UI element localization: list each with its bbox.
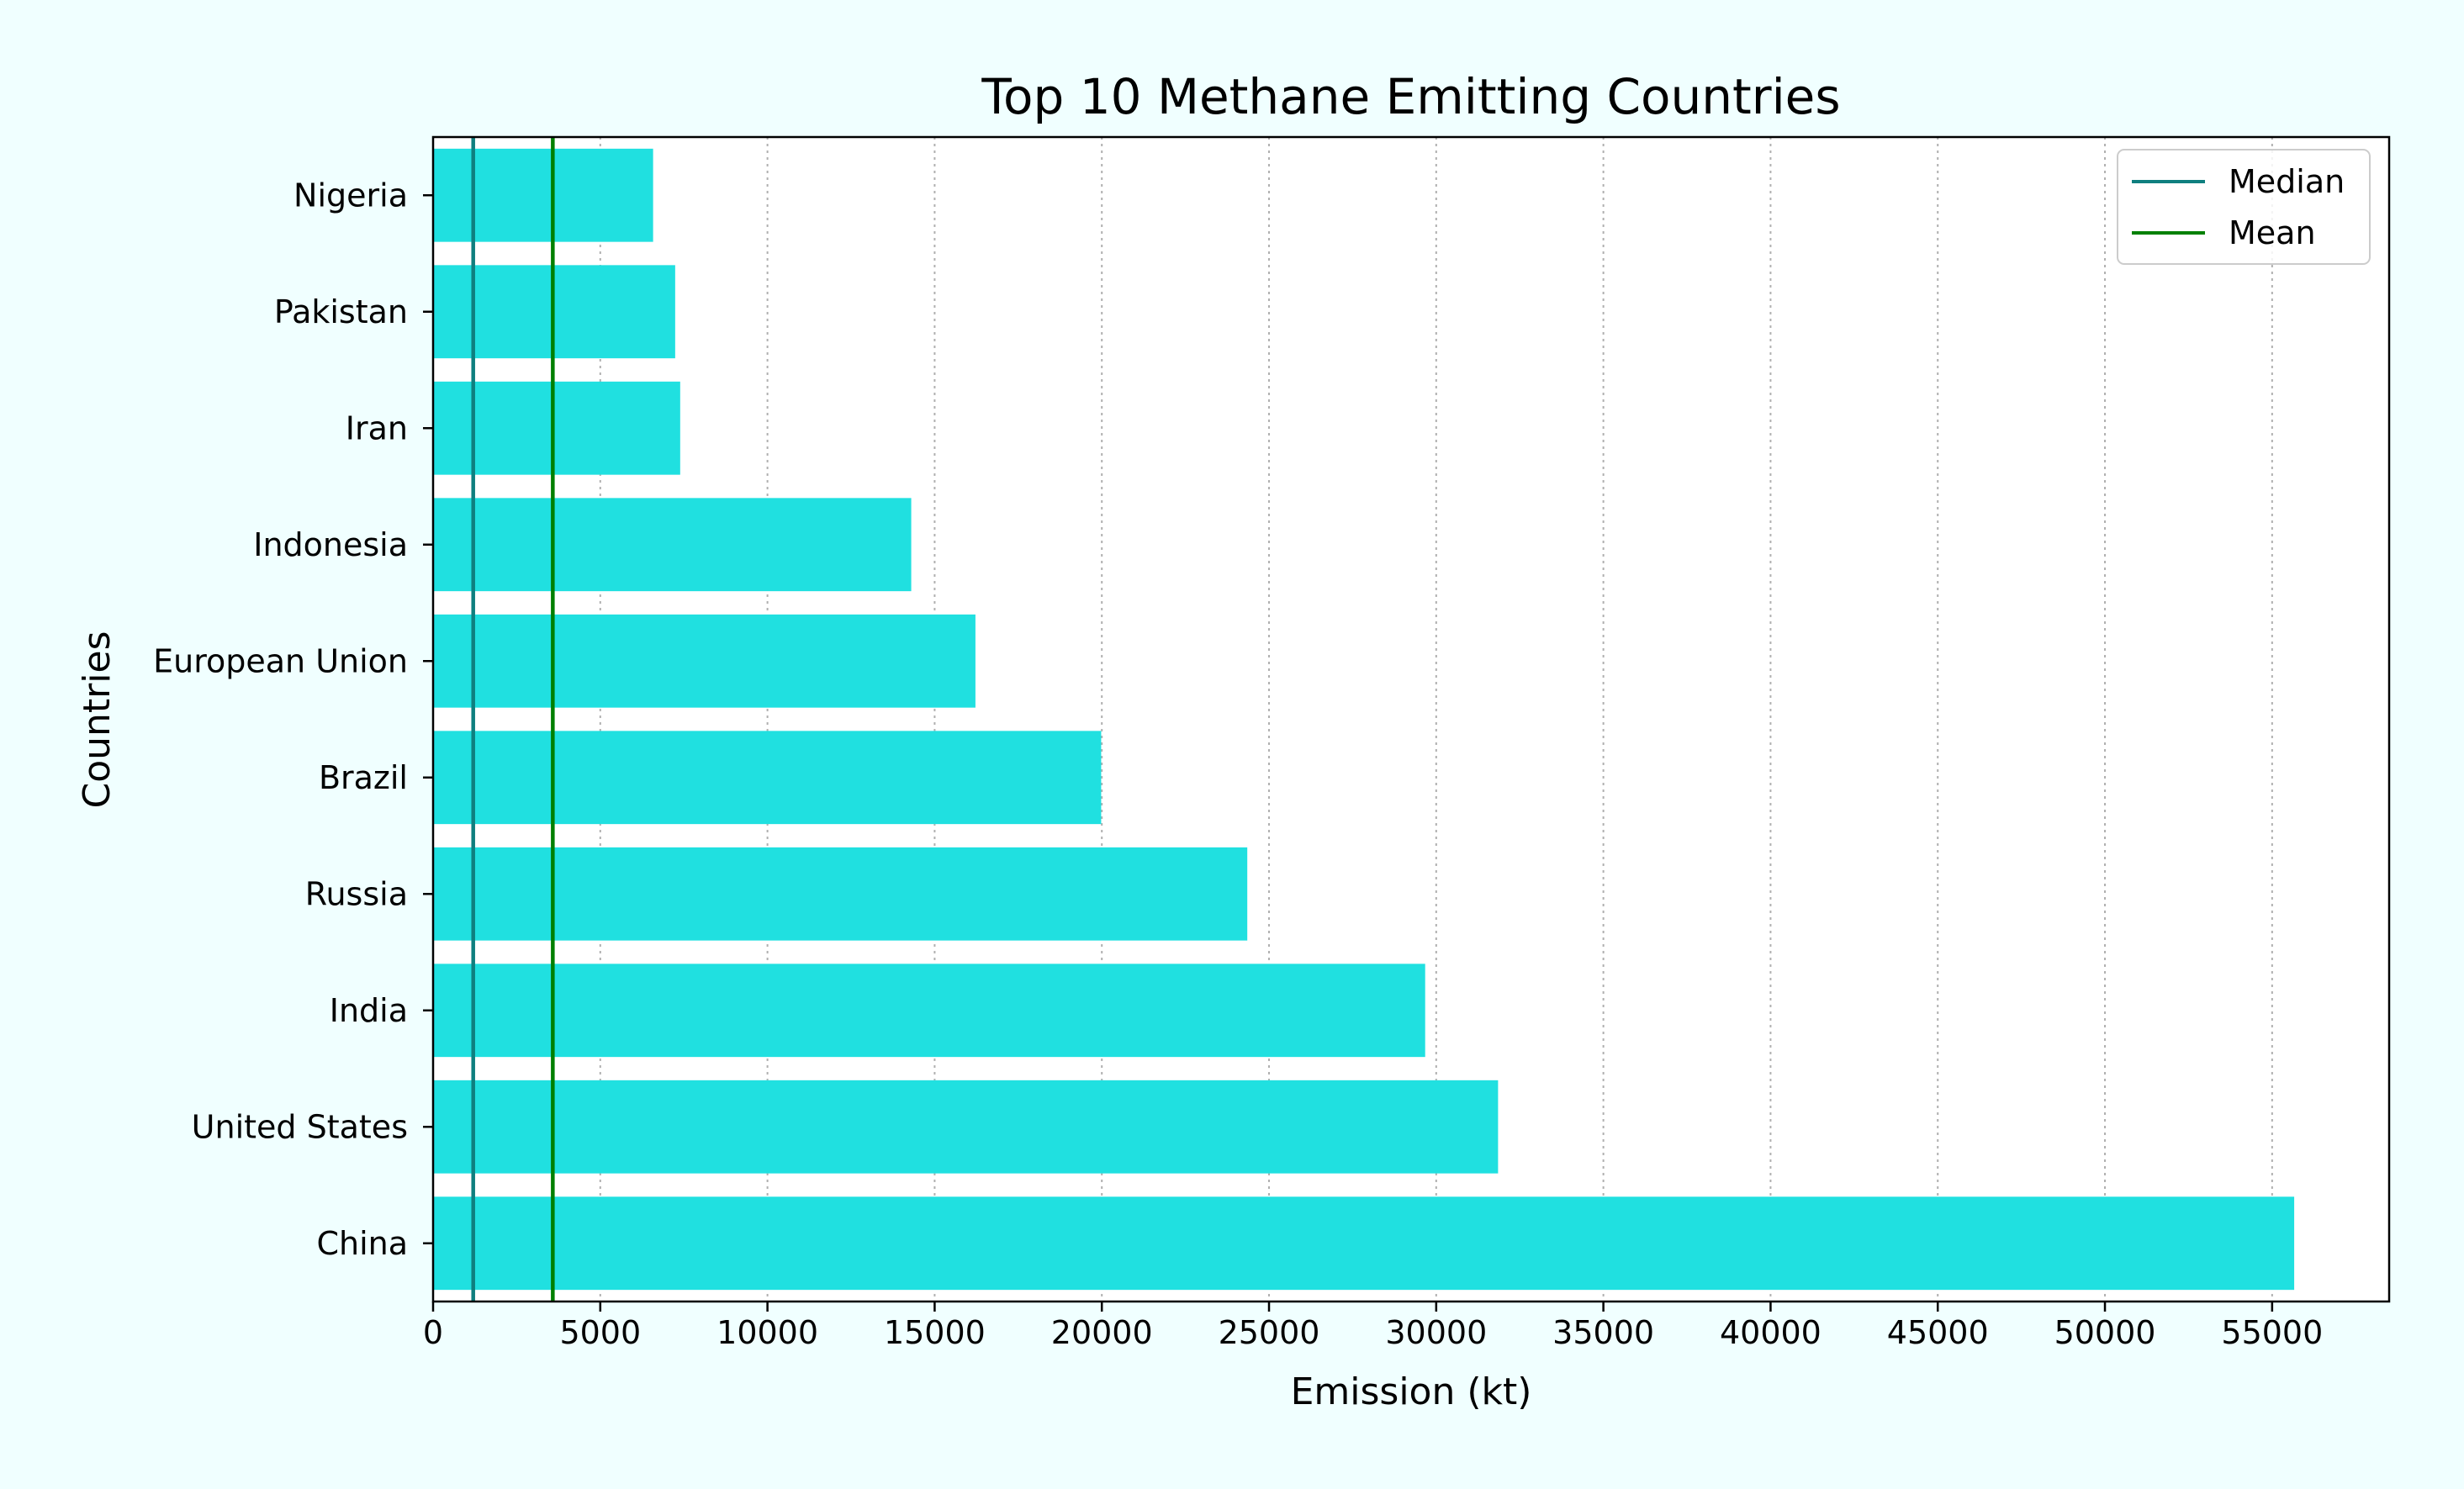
y-tick-label: Pakistan (274, 293, 408, 330)
y-tick-label: Nigeria (293, 177, 408, 214)
x-tick-label: 5000 (559, 1314, 641, 1351)
y-tick-label: United States (192, 1108, 408, 1145)
reference-lines (471, 137, 555, 1302)
y-tick-label: Indonesia (253, 526, 408, 563)
legend-box (2117, 149, 2371, 265)
x-tick-label: 35000 (1552, 1314, 1654, 1351)
x-tick-label: 30000 (1385, 1314, 1487, 1351)
bar (433, 1080, 1499, 1174)
bar (433, 964, 1425, 1058)
y-tick-label: Russia (305, 875, 408, 912)
y-tick-label: Brazil (319, 759, 408, 796)
x-tick-label: 15000 (884, 1314, 986, 1351)
y-axis-ticks: China United States India Russia Brazil Europ… (153, 177, 433, 1262)
bar (433, 731, 1102, 825)
y-tick-label: Iran (346, 409, 408, 446)
plot-frame (431, 135, 2391, 1303)
legend-label-median: Median (2229, 163, 2345, 200)
bar (433, 847, 1248, 941)
bar (433, 498, 912, 592)
bar (433, 148, 653, 242)
bar (433, 381, 680, 475)
y-tick-label: China (316, 1225, 408, 1262)
legend: Median Mean (2117, 149, 2371, 265)
x-axis-label: Emission (kt) (1291, 1370, 1532, 1413)
bar (433, 614, 976, 708)
x-tick-label: 10000 (716, 1314, 818, 1351)
legend-label-mean: Mean (2229, 214, 2316, 251)
x-tick-label: 25000 (1219, 1314, 1320, 1351)
chart-title: Top 10 Methane Emitting Countries (981, 68, 1840, 125)
x-axis-ticks: 0 5000 10000 15000 20000 25000 30000 35000 40000… (423, 1302, 2323, 1351)
x-tick-label: 20000 (1051, 1314, 1153, 1351)
bar (433, 1196, 2295, 1291)
x-tick-label: 40000 (1720, 1314, 1822, 1351)
y-tick-label: India (330, 992, 408, 1029)
bars (433, 148, 2295, 1291)
y-tick-label: European Union (153, 642, 408, 679)
x-tick-label: 45000 (1887, 1314, 1989, 1351)
x-tick-label: 55000 (2221, 1314, 2323, 1351)
x-tick-label: 0 (423, 1314, 443, 1351)
x-tick-label: 50000 (2054, 1314, 2156, 1351)
y-axis-label: Countries (76, 631, 119, 809)
